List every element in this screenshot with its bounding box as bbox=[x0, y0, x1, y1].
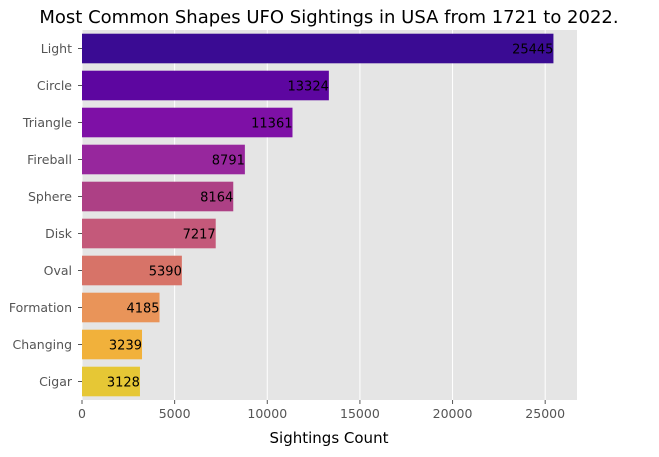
x-tick-label: 15000 bbox=[340, 406, 380, 421]
chart-title: Most Common Shapes UFO Sightings in USA … bbox=[39, 7, 618, 28]
y-tick-label: Sphere bbox=[28, 189, 72, 204]
data-label: 4185 bbox=[126, 302, 159, 317]
data-label: 13324 bbox=[288, 80, 329, 95]
bars: 25445 13324 11361 8791 8164 7217 5390 4185 3239 3… bbox=[82, 33, 554, 397]
data-label: 3239 bbox=[109, 339, 142, 354]
y-tick-label: Fireball bbox=[27, 152, 72, 167]
y-tick-label: Light bbox=[41, 41, 72, 56]
data-label: 7217 bbox=[183, 228, 216, 243]
bar bbox=[82, 218, 216, 249]
y-tick-label: Cigar bbox=[39, 374, 73, 389]
data-label: 5390 bbox=[149, 265, 182, 280]
bar bbox=[82, 292, 160, 323]
bar bbox=[82, 329, 143, 360]
bar bbox=[82, 144, 245, 175]
bar bbox=[82, 366, 140, 397]
bar bbox=[82, 33, 554, 64]
y-tick-label: Disk bbox=[45, 226, 73, 241]
x-tick-label: 20000 bbox=[433, 406, 473, 421]
data-label: 3128 bbox=[107, 376, 140, 391]
data-label: 8164 bbox=[200, 191, 233, 206]
data-label: 25445 bbox=[512, 43, 553, 58]
data-label: 11361 bbox=[251, 117, 292, 132]
bar bbox=[82, 107, 293, 138]
x-ticks: 0 5000 10000 15000 20000 25000 bbox=[78, 400, 565, 421]
x-tick-label: 5000 bbox=[159, 406, 191, 421]
bar bbox=[82, 255, 182, 286]
x-tick-label: 10000 bbox=[247, 406, 287, 421]
y-tick-label: Changing bbox=[13, 337, 73, 352]
x-axis-label: Sightings Count bbox=[270, 429, 389, 447]
y-tick-labels: Light Circle Triangle Fireball Sphere Disk Ova… bbox=[9, 41, 82, 389]
x-tick-label: 25000 bbox=[525, 406, 565, 421]
bar bbox=[82, 70, 329, 101]
y-tick-label: Formation bbox=[9, 300, 72, 315]
y-tick-label: Triangle bbox=[22, 115, 72, 130]
y-tick-label: Oval bbox=[44, 263, 72, 278]
x-tick-label: 0 bbox=[78, 406, 86, 421]
bar bbox=[82, 181, 234, 212]
data-label: 8791 bbox=[212, 154, 245, 169]
y-tick-label: Circle bbox=[37, 78, 72, 93]
